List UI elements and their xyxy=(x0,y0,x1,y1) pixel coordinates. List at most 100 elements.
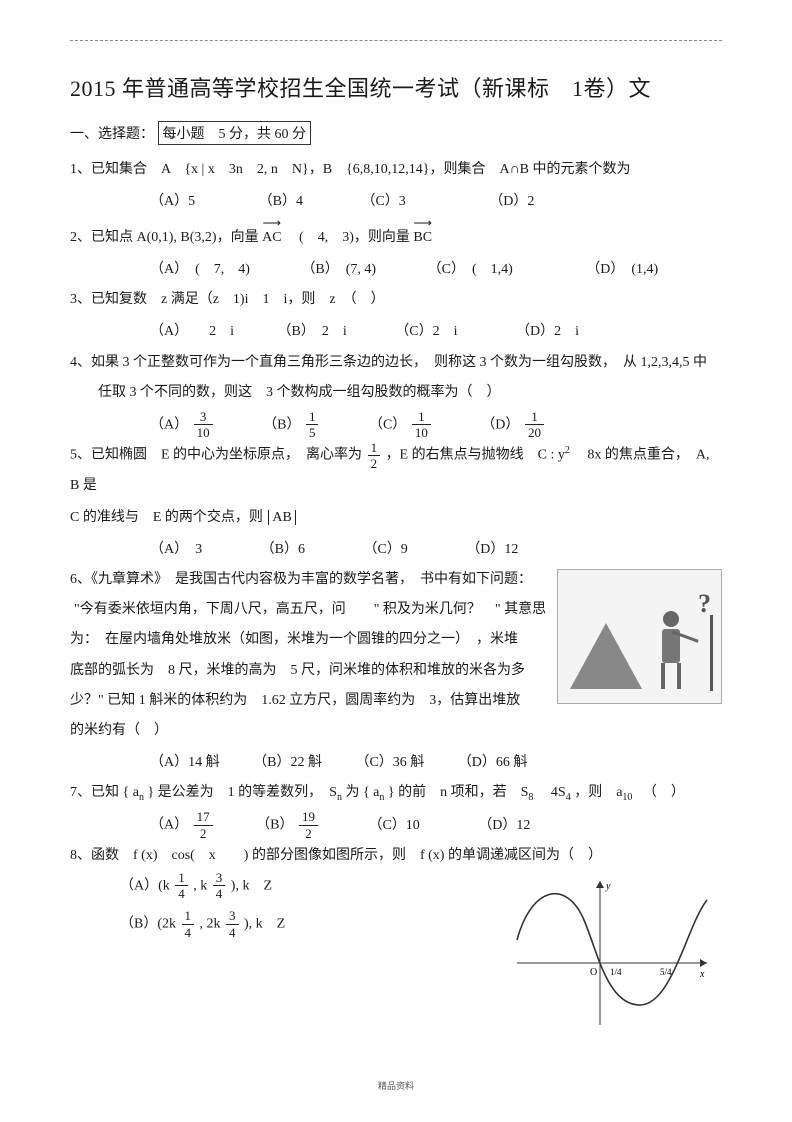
q8: 8、函数 f (x) cos( x ) 的部分图像如图所示，则 f (x) 的单… xyxy=(70,841,722,1030)
q6-l2: "今有委米依垣内角，下周八尺，高五尺，问 " 积及为米几何？ " 其意思 xyxy=(74,602,546,617)
q7-b: } 是公差为 1 的等差数列， S xyxy=(147,785,337,800)
tick-5-4: 5/4 xyxy=(660,967,672,977)
top-dashline xyxy=(70,40,722,41)
q6: ? 6、《九章算术》 是我国古代内容极为丰富的数学名著， 书中有如下问题： "今… xyxy=(70,565,722,746)
q5-c: （C）9 xyxy=(363,535,407,565)
q7-g: （ ） xyxy=(636,785,685,800)
q5-opts: （A） 3 （B）6 （C）9 （D）12 xyxy=(70,535,722,565)
q5-s2a: C 的准线与 E 的两个交点，则 xyxy=(70,510,266,525)
q2-c: （C） ( 1,4) xyxy=(428,255,513,285)
q4-d-label: （D） xyxy=(481,417,519,432)
q7-d: } 的前 n 项和，若 S xyxy=(388,785,529,800)
q1-d: （D）2 xyxy=(489,187,534,217)
q8-ob-f1d: 4 xyxy=(182,925,195,940)
q4-a: （A） 310 xyxy=(150,410,215,440)
q6-l5: 少？" 已知 1 斛米的体积约为 1.62 立方尺，圆周率约为 3，估算出堆放 xyxy=(70,693,520,708)
q5-b: （B）6 xyxy=(261,535,305,565)
q6-a: （A）14 斛 xyxy=(150,748,220,778)
q6-l4: 底部的弧长为 8 尺，米堆的高为 5 尺，问米堆的体积和堆放的米各为多 xyxy=(70,663,525,678)
q8-oa-post: ), k Z xyxy=(231,878,272,893)
q3-stem: 3、已知复数 z 满足（z 1)i 1 i，则 z （ ） xyxy=(70,292,385,307)
q7-od: （D）12 xyxy=(478,811,530,841)
q8-ob-f1n: 1 xyxy=(182,909,195,925)
q7-oc: （C）10 xyxy=(368,811,419,841)
q6-b: （B）22 斛 xyxy=(253,748,322,778)
q4-d-d: 20 xyxy=(525,425,544,440)
q3-c: （C）2 i xyxy=(395,317,457,347)
q6-c: （C）36 斛 xyxy=(355,748,424,778)
q6-d: （D）66 斛 xyxy=(458,748,528,778)
tick-1-4: 1/4 xyxy=(610,967,622,977)
q8-oa-pre: （A）(k xyxy=(120,878,170,893)
section-label: 一、选择题： xyxy=(70,127,154,142)
q7-e: 4S xyxy=(537,785,566,800)
q8-oa-f1n: 1 xyxy=(175,871,188,887)
q1: 1、已知集合 A {x | x 3n 2, n N}，B {6,8,10,12,… xyxy=(70,155,722,185)
q3-b: （B） 2 i xyxy=(278,317,347,347)
q6-l6: 的米约有（ ） xyxy=(70,723,168,738)
q2: 2、已知点 A(0,1), B(3,2)，向量 AC ( 4, 3)，则向量 B… xyxy=(70,217,722,253)
q4: 4、如果 3 个正整数可作为一个直角三角形三条边的边长， 则称这 3 个数为一组… xyxy=(70,348,722,408)
q7-oa-n: 17 xyxy=(194,810,213,826)
q5-ecc-d: 2 xyxy=(368,456,381,471)
q5-ecc-n: 1 xyxy=(368,441,381,457)
q8-graph: O x y 1/4 5/4 xyxy=(512,875,712,1030)
q4-b-label: （B） xyxy=(263,417,300,432)
q7-ob-d: 2 xyxy=(299,826,318,841)
q5-line2: C 的准线与 E 的两个交点，则 AB xyxy=(70,503,722,533)
q4-d-frac: 120 xyxy=(525,410,544,440)
q8-ob-f2n: 3 xyxy=(226,909,239,925)
q8-graph-svg: O x y 1/4 5/4 xyxy=(512,875,712,1030)
q7-oa: （A） 172 xyxy=(150,810,215,840)
q7-f: ，则 a xyxy=(574,785,622,800)
q4-a-n: 3 xyxy=(194,410,213,426)
q3: 3、已知复数 z 满足（z 1)i 1 i，则 z （ ） xyxy=(70,285,722,315)
q4-c: （C） 110 xyxy=(369,410,433,440)
q8-ob-f2d: 4 xyxy=(226,925,239,940)
q7-oa-frac: 172 xyxy=(194,810,213,840)
q6-figure: ? xyxy=(557,569,722,704)
q1-opts: （A）5 （B）4 （C）3 （D）2 xyxy=(70,187,722,217)
q4-b: （B） 15 xyxy=(263,410,320,440)
cone-icon xyxy=(570,623,642,689)
q7-ob: （B） 192 xyxy=(256,810,320,840)
q8-oa-f2: 34 xyxy=(213,871,226,901)
q4-c-n: 1 xyxy=(412,410,431,426)
q8-stem: 8、函数 f (x) cos( x ) 的部分图像如图所示，则 f (x) 的单… xyxy=(70,848,602,863)
x-arrow-icon xyxy=(700,959,707,967)
stick-icon xyxy=(710,615,713,691)
q1-stem: 1、已知集合 A {x | x 3n 2, n N}，B {6,8,10,12,… xyxy=(70,162,631,177)
q4-a-d: 10 xyxy=(194,425,213,440)
q7-opts: （A） 172 （B） 192 （C）10 （D）12 xyxy=(70,810,722,840)
section-box: 每小题 5 分，共 60 分 xyxy=(158,121,312,145)
q7-oa-d: 2 xyxy=(194,826,213,841)
q4-c-d: 10 xyxy=(412,425,431,440)
q8-ob-f1: 14 xyxy=(182,909,195,939)
q2-opts: （A） ( 7, 4) （B） (7, 4) （C） ( 1,4) （D） (1… xyxy=(70,255,722,285)
q7-sub1: n xyxy=(139,792,144,803)
q4-a-label: （A） xyxy=(150,417,188,432)
q7-sub4: 8 xyxy=(528,792,533,803)
q4-b-frac: 15 xyxy=(306,410,319,440)
q5-s1b: ，E 的右焦点与抛物线 C : y xyxy=(386,448,565,463)
q6-l3: 为： 在屋内墙角处堆放米（如图，米堆为一个圆锥的四分之一） ，米堆 xyxy=(70,632,518,647)
q1-c: （C）3 xyxy=(361,187,405,217)
page-title: 2015 年普通高等学校招生全国统一考试（新课标 1卷）文 xyxy=(70,71,722,103)
y-label: y xyxy=(605,881,611,892)
q8-ob-f2: 34 xyxy=(226,909,239,939)
q3-d: （D）2 i xyxy=(516,317,579,347)
q4-d-n: 1 xyxy=(525,410,544,426)
q7-oa-label: （A） xyxy=(150,818,188,833)
q8-ob-post: ), k Z xyxy=(244,917,285,932)
q4-b-n: 1 xyxy=(306,410,319,426)
q5-abs: AB xyxy=(268,510,295,525)
q7-c: 为 { a xyxy=(345,785,379,800)
q8-ob-mid: , 2k xyxy=(200,917,221,932)
q2-stem-a: 2、已知点 A(0,1), B(3,2)，向量 xyxy=(70,230,262,245)
q6-l1: 6、《九章算术》 是我国古代内容极为丰富的数学名著， 书中有如下问题： xyxy=(70,572,532,587)
q4-stem2: 任取 3 个不同的数，则这 3 个数构成一组勾股数的概率为（ ） xyxy=(70,378,722,408)
q8-oa-f1: 14 xyxy=(175,871,188,901)
q1-a: （A）5 xyxy=(150,187,195,217)
cosine-curve xyxy=(517,893,707,1004)
q7-sub5: 4 xyxy=(566,792,571,803)
